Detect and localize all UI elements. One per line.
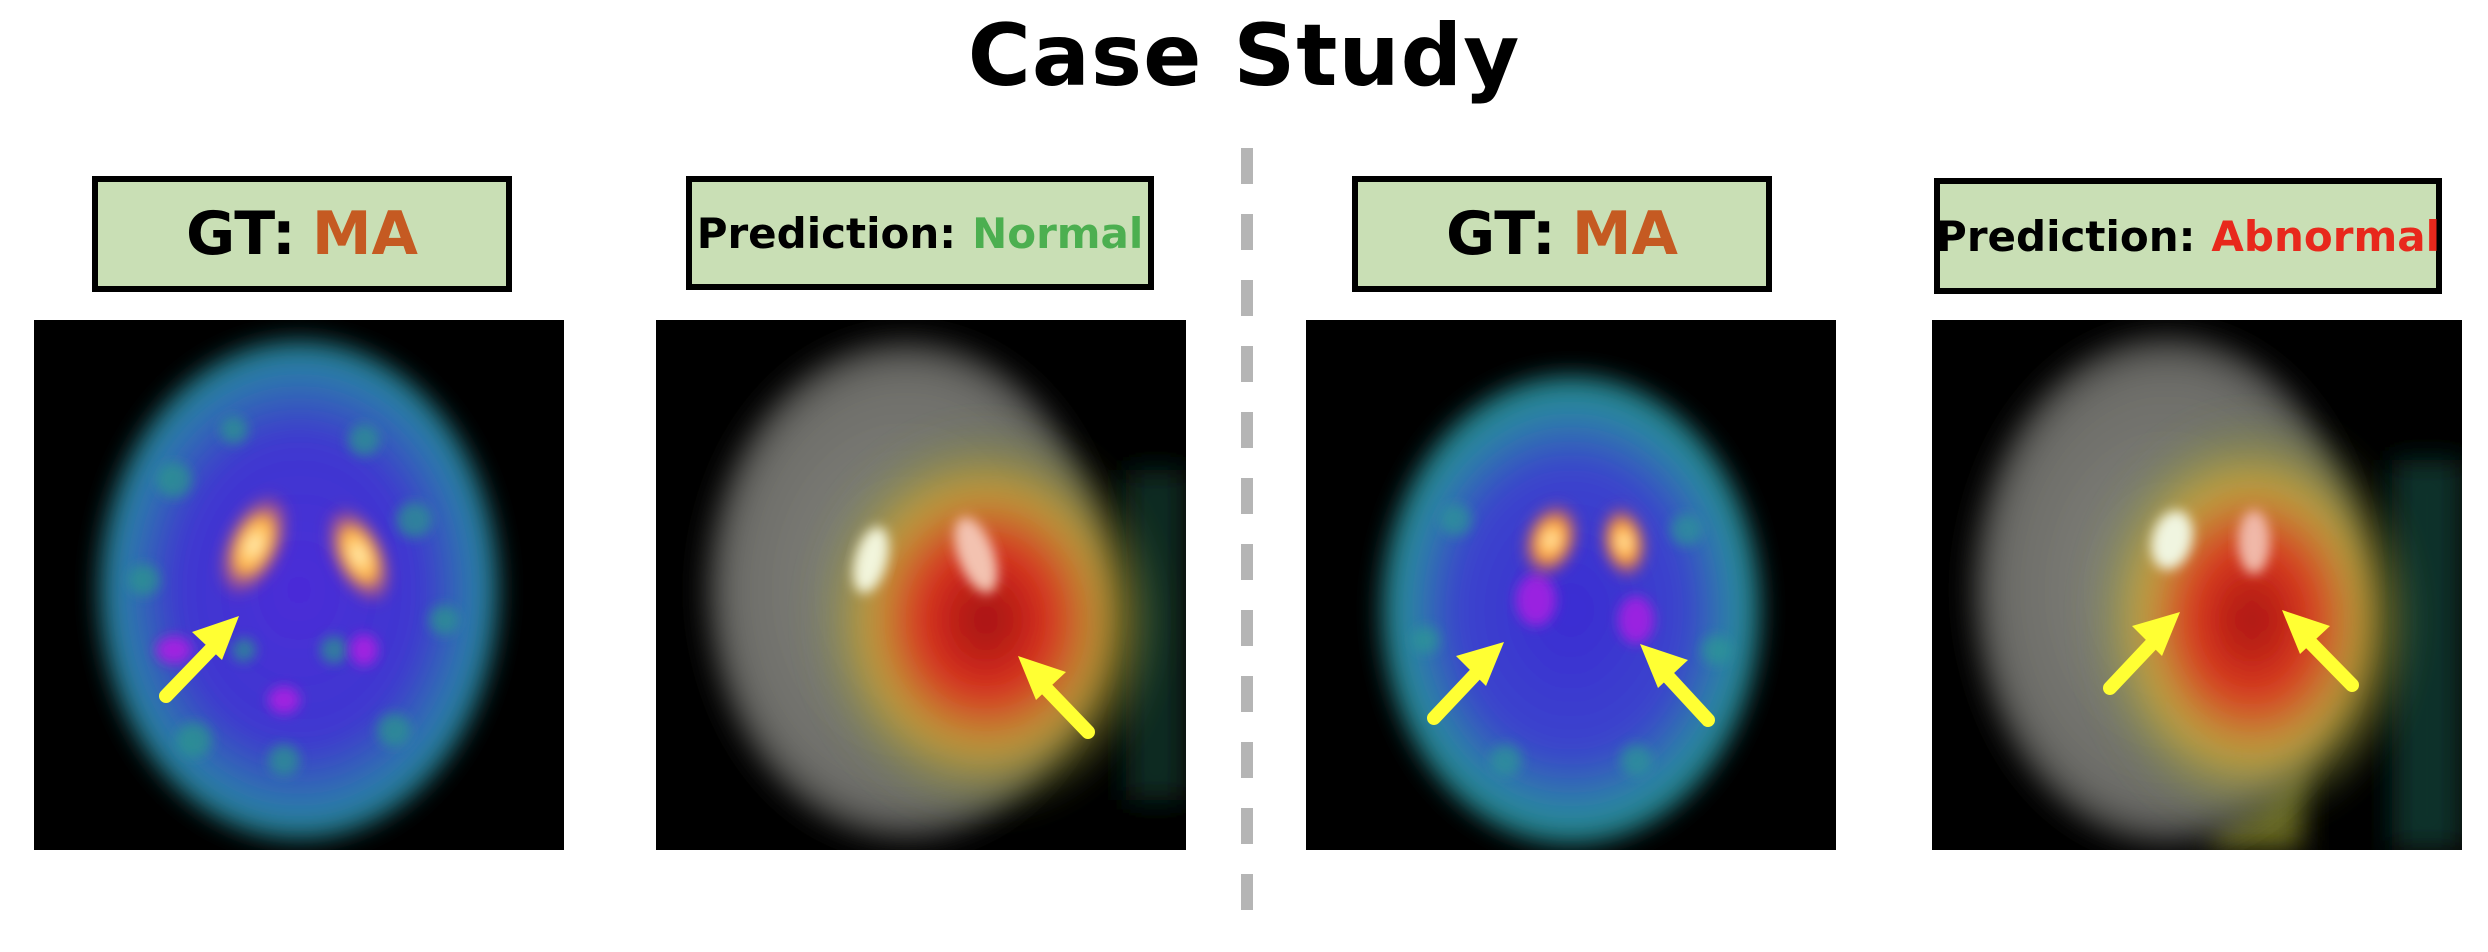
gt-prefix: GT: <box>186 199 296 269</box>
prediction-label-box-right: Prediction: Abnormal <box>1934 178 2442 294</box>
arrow-icon <box>2103 612 2180 695</box>
gt-label-box-left: GT: MA <box>92 176 512 292</box>
dashed-divider <box>1241 148 1253 938</box>
arrow-icon <box>1427 642 1504 725</box>
arrow-icon <box>159 616 239 703</box>
prediction-value: Abnormal <box>2211 211 2440 261</box>
heatmap-overlay-image <box>1932 320 2462 850</box>
arrow-icon <box>2282 610 2359 692</box>
gt-prefix: GT: <box>1446 199 1556 269</box>
prediction-value: Normal <box>972 208 1144 258</box>
arrow-icon <box>1640 644 1715 727</box>
arrow-icon <box>1018 656 1095 739</box>
pet-scan-image <box>1306 320 1836 850</box>
page-title: Case Study <box>967 6 1521 106</box>
prediction-prefix: Prediction: <box>696 208 957 258</box>
gt-label-box-right: GT: MA <box>1352 176 1772 292</box>
prediction-label-box-left: Prediction: Normal <box>686 176 1154 290</box>
prediction-prefix: Prediction: <box>1936 211 2196 261</box>
gt-value: MA <box>1571 199 1678 269</box>
pet-scan-image <box>34 320 564 850</box>
heatmap-overlay-image <box>656 320 1186 850</box>
gt-value: MA <box>311 199 418 269</box>
